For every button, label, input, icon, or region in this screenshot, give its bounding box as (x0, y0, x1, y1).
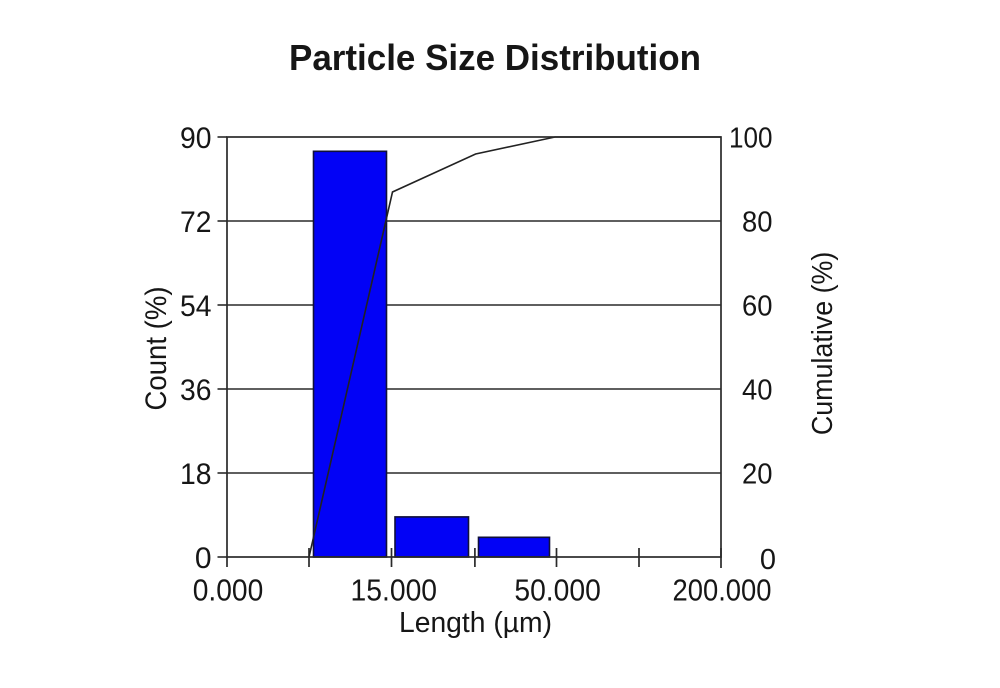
svg-text:40: 40 (742, 375, 773, 407)
svg-text:Cumulative (%): Cumulative (%) (807, 252, 839, 436)
svg-text:18: 18 (180, 458, 212, 491)
svg-text:80: 80 (742, 207, 773, 239)
svg-text:15.000: 15.000 (351, 573, 438, 608)
svg-text:20: 20 (742, 459, 773, 491)
svg-text:54: 54 (180, 290, 212, 323)
svg-text:60: 60 (742, 291, 773, 323)
svg-text:72: 72 (180, 206, 212, 239)
svg-text:200.000: 200.000 (673, 573, 772, 608)
svg-text:90: 90 (180, 122, 212, 155)
svg-text:0.000: 0.000 (193, 573, 264, 608)
svg-text:Count (%): Count (%) (140, 287, 173, 411)
svg-text:0: 0 (760, 544, 776, 576)
svg-text:0: 0 (195, 542, 212, 575)
svg-text:Particle Size Distribution: Particle Size Distribution (289, 37, 701, 78)
svg-text:Length (µm): Length (µm) (399, 607, 552, 639)
svg-text:36: 36 (180, 374, 212, 407)
svg-text:100: 100 (729, 123, 773, 155)
svg-text:50.000: 50.000 (514, 573, 601, 608)
